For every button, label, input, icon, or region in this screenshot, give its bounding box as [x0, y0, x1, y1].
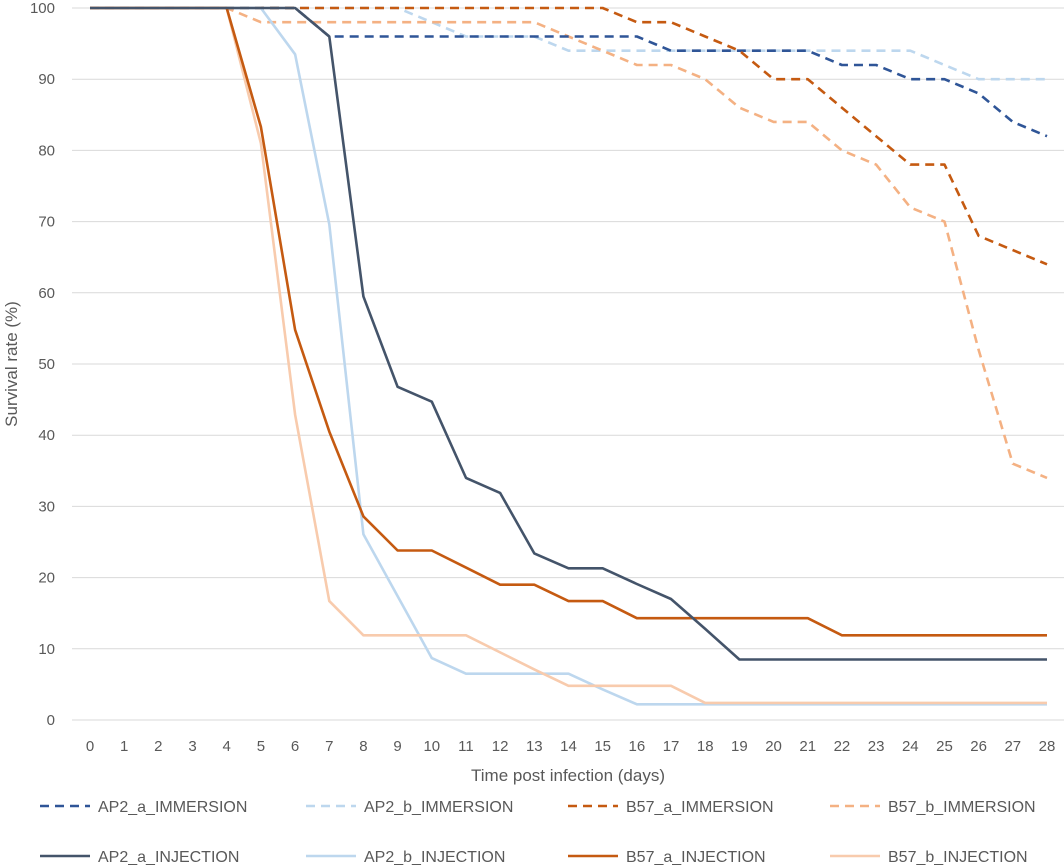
legend-label: B57_a_IMMERSION: [626, 799, 774, 816]
legend-label: AP2_a_INJECTION: [98, 849, 239, 866]
series-line-AP2_a_INJECTION: [90, 6, 1047, 661]
x-tick-label: 25: [936, 738, 953, 755]
x-tick-label: 0: [86, 738, 94, 755]
x-tick-label: 7: [325, 738, 333, 755]
legend-label: B57_a_INJECTION: [626, 849, 766, 866]
legend-label: B57_b_IMMERSION: [888, 799, 1036, 816]
legend-label: AP2_a_IMMERSION: [98, 799, 247, 816]
x-tick-label: 9: [393, 738, 401, 755]
x-tick-label: 28: [1039, 738, 1056, 755]
series-line-B57_a_INJECTION: [90, 6, 1047, 637]
x-tick-label: 16: [629, 738, 646, 755]
x-axis-label: Time post infection (days): [471, 766, 665, 785]
y-tick-label: 10: [38, 641, 55, 658]
x-tick-label: 26: [970, 738, 987, 755]
y-tick-label: 70: [38, 214, 55, 231]
series-line-AP2_b_INJECTION: [90, 6, 1047, 706]
gridlines: [72, 7, 1064, 721]
x-tick-label: 18: [697, 738, 714, 755]
x-tick-label: 21: [799, 738, 816, 755]
series-line-AP2_b_IMMERSION: [90, 6, 1047, 81]
x-tick-label: 5: [257, 738, 265, 755]
x-tick-label: 12: [492, 738, 509, 755]
legend-label: AP2_b_IMMERSION: [364, 799, 513, 816]
x-axis-ticks: 0 1 2 3 4 5 6 7 8 9 10 11 12 13 14 15 16 17 18 19 20 21 22 23 24…: [86, 738, 1056, 755]
x-tick-label: 11: [458, 738, 474, 755]
y-axis-label: Survival rate (%): [2, 301, 21, 427]
x-tick-label: 10: [423, 738, 440, 755]
y-tick-label: 30: [38, 498, 55, 515]
x-tick-label: 13: [526, 738, 543, 755]
legend-label: AP2_b_INJECTION: [364, 849, 505, 866]
series-line-B57_b_INJECTION: [90, 6, 1047, 705]
x-tick-label: 19: [731, 738, 748, 755]
y-tick-label: 60: [38, 285, 55, 302]
x-tick-label: 24: [902, 738, 919, 755]
y-tick-label: 0: [47, 712, 55, 729]
y-tick-label: 80: [38, 142, 55, 159]
series-line-B57_b_IMMERSION: [90, 6, 1048, 480]
y-tick-label: 40: [38, 427, 55, 444]
x-tick-label: 15: [594, 738, 611, 755]
y-tick-label: 100: [30, 0, 55, 17]
x-tick-label: 14: [560, 738, 577, 755]
x-tick-label: 4: [223, 738, 231, 755]
x-tick-label: 27: [1004, 738, 1021, 755]
x-tick-label: 20: [765, 738, 782, 755]
series-line-B57_a_IMMERSION: [90, 6, 1048, 266]
x-tick-label: 6: [291, 738, 299, 755]
x-tick-label: 1: [120, 738, 128, 755]
series-lines: [90, 6, 1048, 706]
legend-label: B57_b_INJECTION: [888, 849, 1028, 866]
y-tick-label: 50: [38, 356, 55, 373]
x-tick-label: 22: [834, 738, 851, 755]
x-tick-label: 3: [188, 738, 196, 755]
y-tick-label: 20: [38, 570, 55, 587]
x-tick-label: 2: [154, 738, 162, 755]
legend: AP2_a_IMMERSION AP2_b_IMMERSION B57_a_IMME…: [40, 799, 1036, 866]
x-tick-label: 23: [868, 738, 885, 755]
x-tick-label: 8: [359, 738, 367, 755]
y-tick-label: 90: [38, 71, 55, 88]
x-tick-label: 17: [663, 738, 680, 755]
y-axis-ticks: 0 10 20 30 40 50 60 70 80 90 100: [30, 0, 55, 729]
